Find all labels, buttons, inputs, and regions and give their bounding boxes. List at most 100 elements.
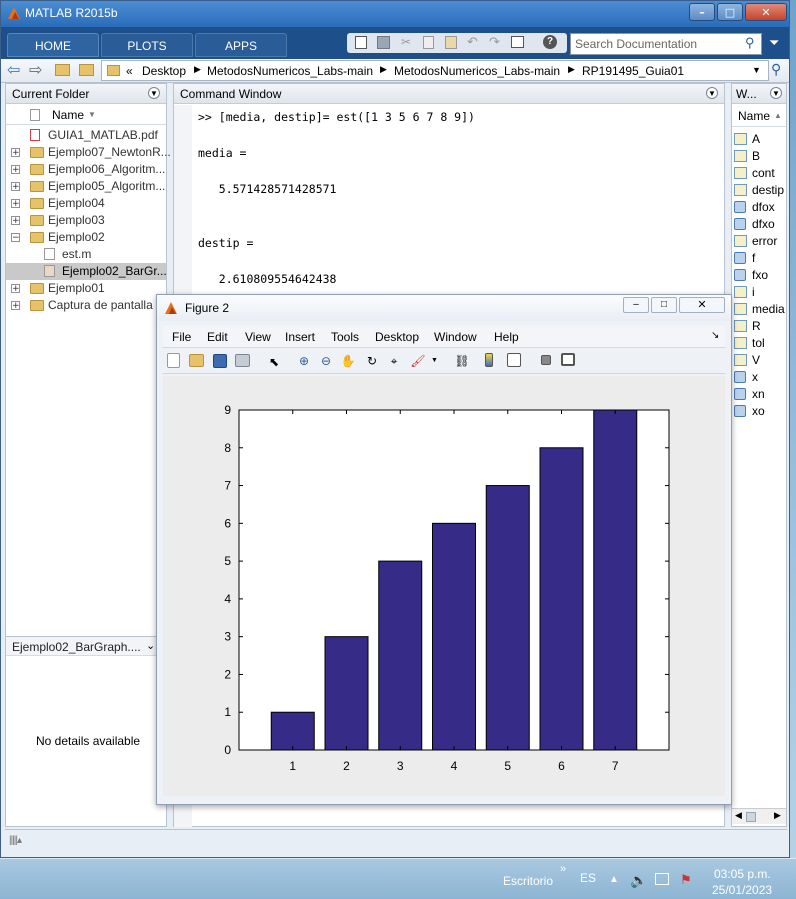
clock-date[interactable]: 25/01/2023 [712,883,773,897]
zoom-out-icon[interactable]: ⊖ [320,354,332,368]
copy-icon[interactable] [423,36,434,49]
folder-tree-item[interactable]: GUIA1_MATLAB.pdf [6,127,166,144]
expand-icon[interactable]: + [11,165,20,175]
tray-up-arrow-icon[interactable]: ▲ [609,874,619,885]
workspace-variable[interactable]: V [732,352,786,369]
tab-apps[interactable]: APPS [195,33,287,57]
workspace-variable[interactable]: xn [732,386,786,403]
redo-icon[interactable]: ↷ [489,34,500,49]
folder-tree-item[interactable]: + Ejemplo03 [6,212,166,229]
folder-tree-item[interactable]: − Ejemplo02 [6,229,166,246]
edit-plot-arrow-icon[interactable]: ⬉ [268,355,280,369]
figure-maximize-button[interactable]: □ [651,297,677,313]
menu-window[interactable]: Window [434,330,477,344]
new-figure-icon[interactable] [167,353,180,368]
workspace-variable[interactable]: dfox [732,199,786,216]
path-dropdown-icon[interactable]: ▼ [752,65,761,75]
expand-icon[interactable]: + [11,284,20,294]
horizontal-scrollbar[interactable]: ◀ ▶ [732,808,786,824]
taskbar-chevron-icon[interactable]: » [560,863,567,875]
command-output[interactable]: >> [media, destip]= est([1 3 5 6 7 8 9])… [198,110,718,290]
back-icon[interactable]: ⇦ [7,62,21,79]
print-figure-icon[interactable] [235,354,250,367]
cut-icon[interactable]: ✂ [401,35,412,49]
dock-arrow-icon[interactable]: ↘ [711,330,720,341]
folder-tree-item[interactable]: + Ejemplo04 [6,195,166,212]
network-icon[interactable] [655,873,669,885]
volume-icon[interactable]: 🔈 [630,872,648,888]
scroll-thumb[interactable] [746,812,756,822]
column-header[interactable]: Name ▼ [6,105,166,125]
workspace-variable[interactable]: f [732,250,786,267]
rotate-3d-icon[interactable]: ↻ [366,354,378,368]
folder-tree-item[interactable]: + Captura de pantalla [6,297,166,314]
menu-insert[interactable]: Insert [285,330,316,344]
workspace-variable[interactable]: media [732,301,786,318]
scroll-right-icon[interactable]: ▶ [774,810,781,820]
scroll-left-icon[interactable]: ◀ [735,810,742,820]
folder-tree-item[interactable]: + Ejemplo01 [6,280,166,297]
breadcrumb-labs-main[interactable]: MetodosNumericos_Labs-main [207,64,374,78]
breadcrumb-labs-main-2[interactable]: MetodosNumericos_Labs-main [394,64,561,78]
workspace-variable[interactable]: x [732,369,786,386]
up-folder-icon[interactable] [55,64,70,76]
menu-edit[interactable]: Edit [207,330,228,344]
show-plot-tools-icon[interactable] [561,353,575,366]
clock-time[interactable]: 03:05 p.m. [714,867,771,881]
menu-help[interactable]: Help [494,330,519,344]
open-file-icon[interactable] [189,354,204,367]
panel-menu-icon[interactable]: ▼ [706,87,718,99]
expand-icon[interactable]: + [11,148,20,158]
brush-dropdown-icon[interactable]: ▼ [431,357,438,364]
search-documentation-field[interactable]: Search Documentation ⚲ [570,33,762,55]
workspace-variable[interactable]: error [732,233,786,250]
undo-icon[interactable]: ↶ [467,34,478,49]
menu-desktop[interactable]: Desktop [375,330,420,344]
panel-menu-icon[interactable]: ▼ [148,87,160,99]
expand-icon[interactable]: + [11,216,20,226]
workspace-variable[interactable]: xo [732,403,786,420]
workspace-variable[interactable]: B [732,148,786,165]
workspace-variable[interactable]: A [732,131,786,148]
new-icon[interactable] [355,36,367,49]
figure-minimize-button[interactable]: – [623,297,649,313]
data-cursor-icon[interactable]: ⌖ [390,354,398,368]
tab-home[interactable]: HOME [7,33,99,57]
close-button[interactable]: ✕ [745,3,787,21]
details-selector[interactable]: Ejemplo02_BarGraph.... ⌄ [6,636,166,656]
menu-file[interactable]: File [172,330,192,344]
legend-icon[interactable] [507,353,521,367]
breadcrumb-guia01[interactable]: RP191495_Guia01 [582,64,685,78]
action-center-icon[interactable]: ⚑ [680,872,692,887]
switch-windows-icon[interactable] [511,36,524,48]
zoom-in-icon[interactable]: ⊕ [298,354,310,368]
browse-folder-icon[interactable] [79,64,94,76]
hide-plot-tools-icon[interactable] [541,355,551,365]
workspace-variable[interactable]: cont [732,165,786,182]
taskbar-desktop-label[interactable]: Escritorio [503,874,554,888]
language-indicator[interactable]: ES [580,871,597,885]
colorbar-icon[interactable] [485,353,493,367]
menu-view[interactable]: View [245,330,271,344]
expand-icon[interactable]: + [11,182,20,192]
forward-icon[interactable]: ⇨ [29,62,43,79]
figure-close-button[interactable]: ✕ [679,297,725,313]
workspace-variable[interactable]: fxo [732,267,786,284]
workspace-variable[interactable]: dfxo [732,216,786,233]
panel-menu-icon[interactable]: ▼ [770,87,782,99]
folder-tree-item[interactable]: + Ejemplo06_Algoritm... [6,161,166,178]
collapse-icon[interactable]: − [11,233,20,243]
path-overflow[interactable]: « [126,64,133,78]
folder-tree-item[interactable]: Ejemplo02_BarGr... [6,263,167,280]
bar-chart[interactable]: 1 2 3 4 5 6 7 0 1 2 3 4 5 6 7 8 9 [163,376,725,796]
workspace-variable[interactable]: tol [732,335,786,352]
workspace-column-header[interactable]: Name ▲ [732,105,786,127]
save-icon[interactable] [377,36,390,49]
status-grip-icon[interactable]: |||||▴ [9,835,22,846]
tab-plots[interactable]: PLOTS [101,33,193,57]
path-search-icon[interactable]: ⚲ [771,61,782,77]
expand-icon[interactable]: + [11,301,20,311]
workspace-variable[interactable]: destip [732,182,786,199]
maximize-button[interactable]: □ [717,3,743,21]
paste-icon[interactable] [445,36,457,49]
